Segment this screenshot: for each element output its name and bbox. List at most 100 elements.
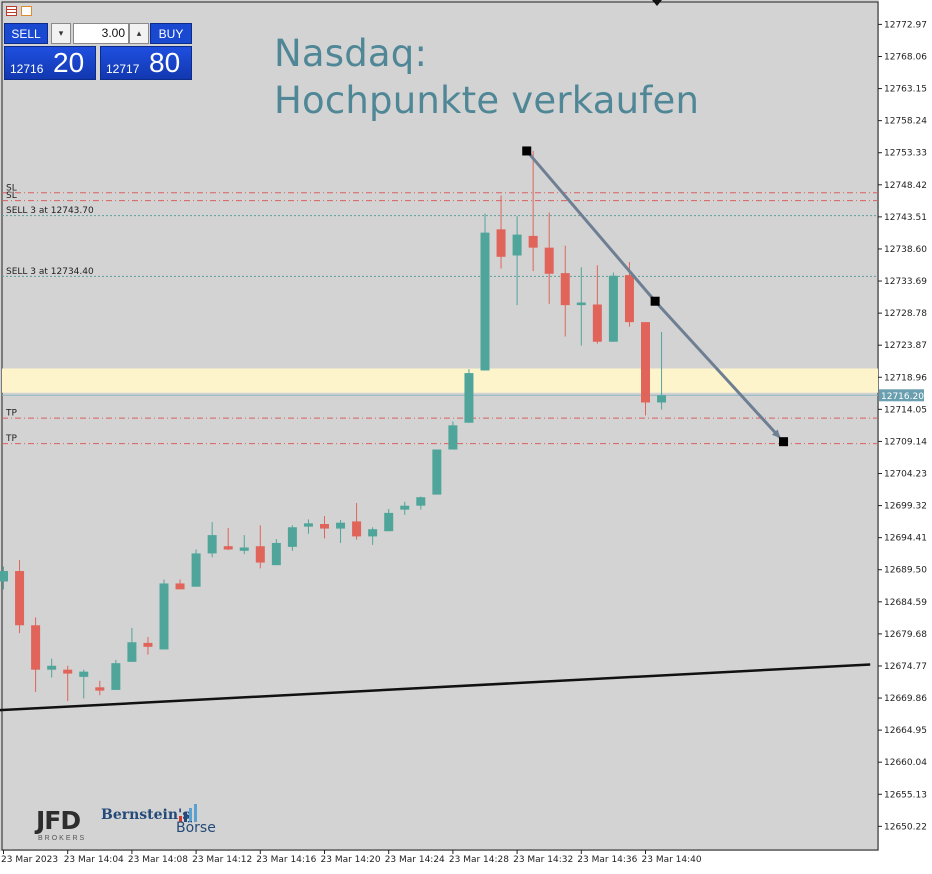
candle-body [624,275,634,323]
highlight-zone [2,368,878,393]
candle-body [384,512,394,532]
sell-button[interactable]: SELL [4,23,48,44]
x-tick-label: 23 Mar 14:12 [192,855,252,865]
headline-line1: Nasdaq: [274,32,428,75]
candle [657,331,667,410]
candle-body [641,322,650,403]
jfd-logo-sub: BROKERS [38,835,87,842]
volume-down-button[interactable]: ▾ [51,23,71,44]
y-tick-label: 12733.69 [884,277,927,287]
candle [608,272,618,342]
candle [384,508,394,532]
x-tick-label: 23 Mar 14:36 [577,855,637,865]
x-tick-label: 23 Mar 14:32 [513,855,573,865]
plot-area[interactable] [1,1,879,851]
candle-body [480,232,490,371]
level-label-sl: SL [6,183,17,193]
y-tick-label: 12714.05 [884,405,927,415]
candle [271,539,281,566]
candle-body [191,553,201,587]
bernsteins-text: Bernstein's [101,807,191,823]
candle [352,503,362,540]
y-tick-label: 12699.32 [884,502,927,512]
y-tick-label: 12768.06 [884,52,927,62]
level-label-sl: SL [6,191,17,201]
candle [15,559,25,634]
candle [63,665,73,702]
buy-button[interactable]: BUY [150,23,192,44]
headline-line2: Hochpunkte verkaufen [274,79,700,122]
buy-price-box[interactable]: 12717 80 [100,46,192,80]
candle [239,535,249,555]
bar-chart-icon [179,804,197,822]
candle [480,213,490,371]
candle [287,525,297,551]
candle [303,519,313,534]
y-tick-label: 12660.04 [884,758,927,768]
candle-body [63,669,73,674]
headline: Nasdaq: Hochpunkte verkaufen [274,30,699,124]
candle [448,421,458,450]
y-tick-label: 12709.14 [884,437,927,447]
x-tick-label: 23 Mar 2023 [1,855,58,865]
candle [159,579,169,650]
y-tick-label: 12738.60 [884,245,927,255]
candle [400,501,410,515]
candle [111,659,121,690]
candle [544,212,554,304]
candle-body [336,522,346,529]
chevron-up-icon: ▴ [136,28,142,38]
candle [368,527,378,545]
buy-price-small: 12717 [106,62,140,76]
candle-body [464,373,474,423]
candle-body [207,535,217,554]
candle [79,669,89,699]
y-tick-label: 12718.96 [884,373,927,383]
buy-price-big: 80 [149,47,181,78]
current-price-label: 12716.20 [881,392,924,402]
chevron-down-icon: ▾ [58,28,64,38]
candle-body [496,229,506,257]
arrow-anchor-point [779,437,789,447]
y-tick-label: 12684.59 [884,598,927,608]
candle [560,245,570,337]
candle [592,265,602,344]
candle-body [31,625,41,670]
candle-body [368,529,378,537]
y-tick-label: 12664.95 [884,726,927,736]
candle-body [15,571,25,626]
candle [223,527,233,551]
candle-body [432,449,442,495]
candle [127,627,137,662]
y-tick-label: 12753.33 [884,149,927,159]
y-tick-label: 12763.15 [884,85,927,95]
candle-body [320,523,329,529]
candle [576,267,586,346]
candle-body [111,663,121,690]
y-tick-label: 12694.41 [884,534,927,544]
level-label-entry: SELL 3 at 12743.70 [6,206,94,216]
x-tick-label: 23 Mar 14:04 [64,855,124,865]
candle [336,520,346,543]
volume-up-button[interactable]: ▴ [129,23,149,44]
y-tick-label: 12723.87 [884,341,927,351]
boerse-text: Börse [176,820,216,836]
candle [528,150,538,272]
candle-body [271,542,281,566]
chart-list-icon[interactable] [6,6,17,16]
candle-body [303,523,313,527]
candle-body [0,571,8,582]
sell-price-big: 20 [53,47,85,78]
volume-input[interactable]: 3.00 [73,23,129,44]
y-tick-label: 12743.51 [884,213,927,223]
candle-body [287,527,297,547]
candle-body [127,642,137,662]
candle-body [79,671,89,677]
sell-price-box[interactable]: 12716 20 [4,46,96,80]
y-tick-label: 12679.68 [884,630,927,640]
x-tick-label: 23 Mar 14:08 [128,855,188,865]
candle-body [448,425,458,450]
current-price-tag [879,389,924,402]
chart-window-icon[interactable] [21,6,32,16]
